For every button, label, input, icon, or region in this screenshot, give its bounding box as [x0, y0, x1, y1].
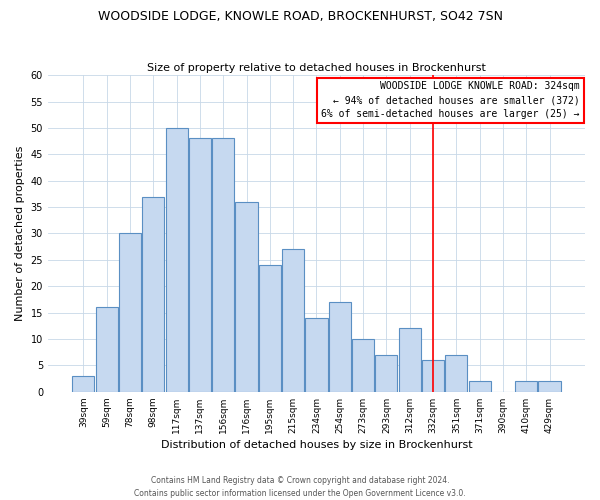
Bar: [73, 376, 94, 392]
Bar: [469, 382, 491, 392]
Bar: [282, 250, 304, 392]
Bar: [259, 265, 281, 392]
Bar: [352, 339, 374, 392]
Bar: [142, 196, 164, 392]
Bar: [515, 382, 537, 392]
Bar: [329, 302, 351, 392]
Bar: [305, 318, 328, 392]
Bar: [538, 382, 560, 392]
Bar: [166, 128, 188, 392]
Text: WOODSIDE LODGE KNOWLE ROAD: 324sqm
← 94% of detached houses are smaller (372)
6%: WOODSIDE LODGE KNOWLE ROAD: 324sqm ← 94%…: [321, 82, 580, 120]
Bar: [422, 360, 444, 392]
Text: WOODSIDE LODGE, KNOWLE ROAD, BROCKENHURST, SO42 7SN: WOODSIDE LODGE, KNOWLE ROAD, BROCKENHURS…: [97, 10, 503, 23]
Bar: [398, 328, 421, 392]
Title: Size of property relative to detached houses in Brockenhurst: Size of property relative to detached ho…: [147, 63, 486, 73]
Bar: [189, 138, 211, 392]
Bar: [212, 138, 235, 392]
Bar: [376, 355, 397, 392]
Text: Contains HM Land Registry data © Crown copyright and database right 2024.
Contai: Contains HM Land Registry data © Crown c…: [134, 476, 466, 498]
Bar: [119, 234, 141, 392]
Bar: [445, 355, 467, 392]
Y-axis label: Number of detached properties: Number of detached properties: [15, 146, 25, 321]
Bar: [235, 202, 257, 392]
X-axis label: Distribution of detached houses by size in Brockenhurst: Distribution of detached houses by size …: [161, 440, 472, 450]
Bar: [95, 308, 118, 392]
